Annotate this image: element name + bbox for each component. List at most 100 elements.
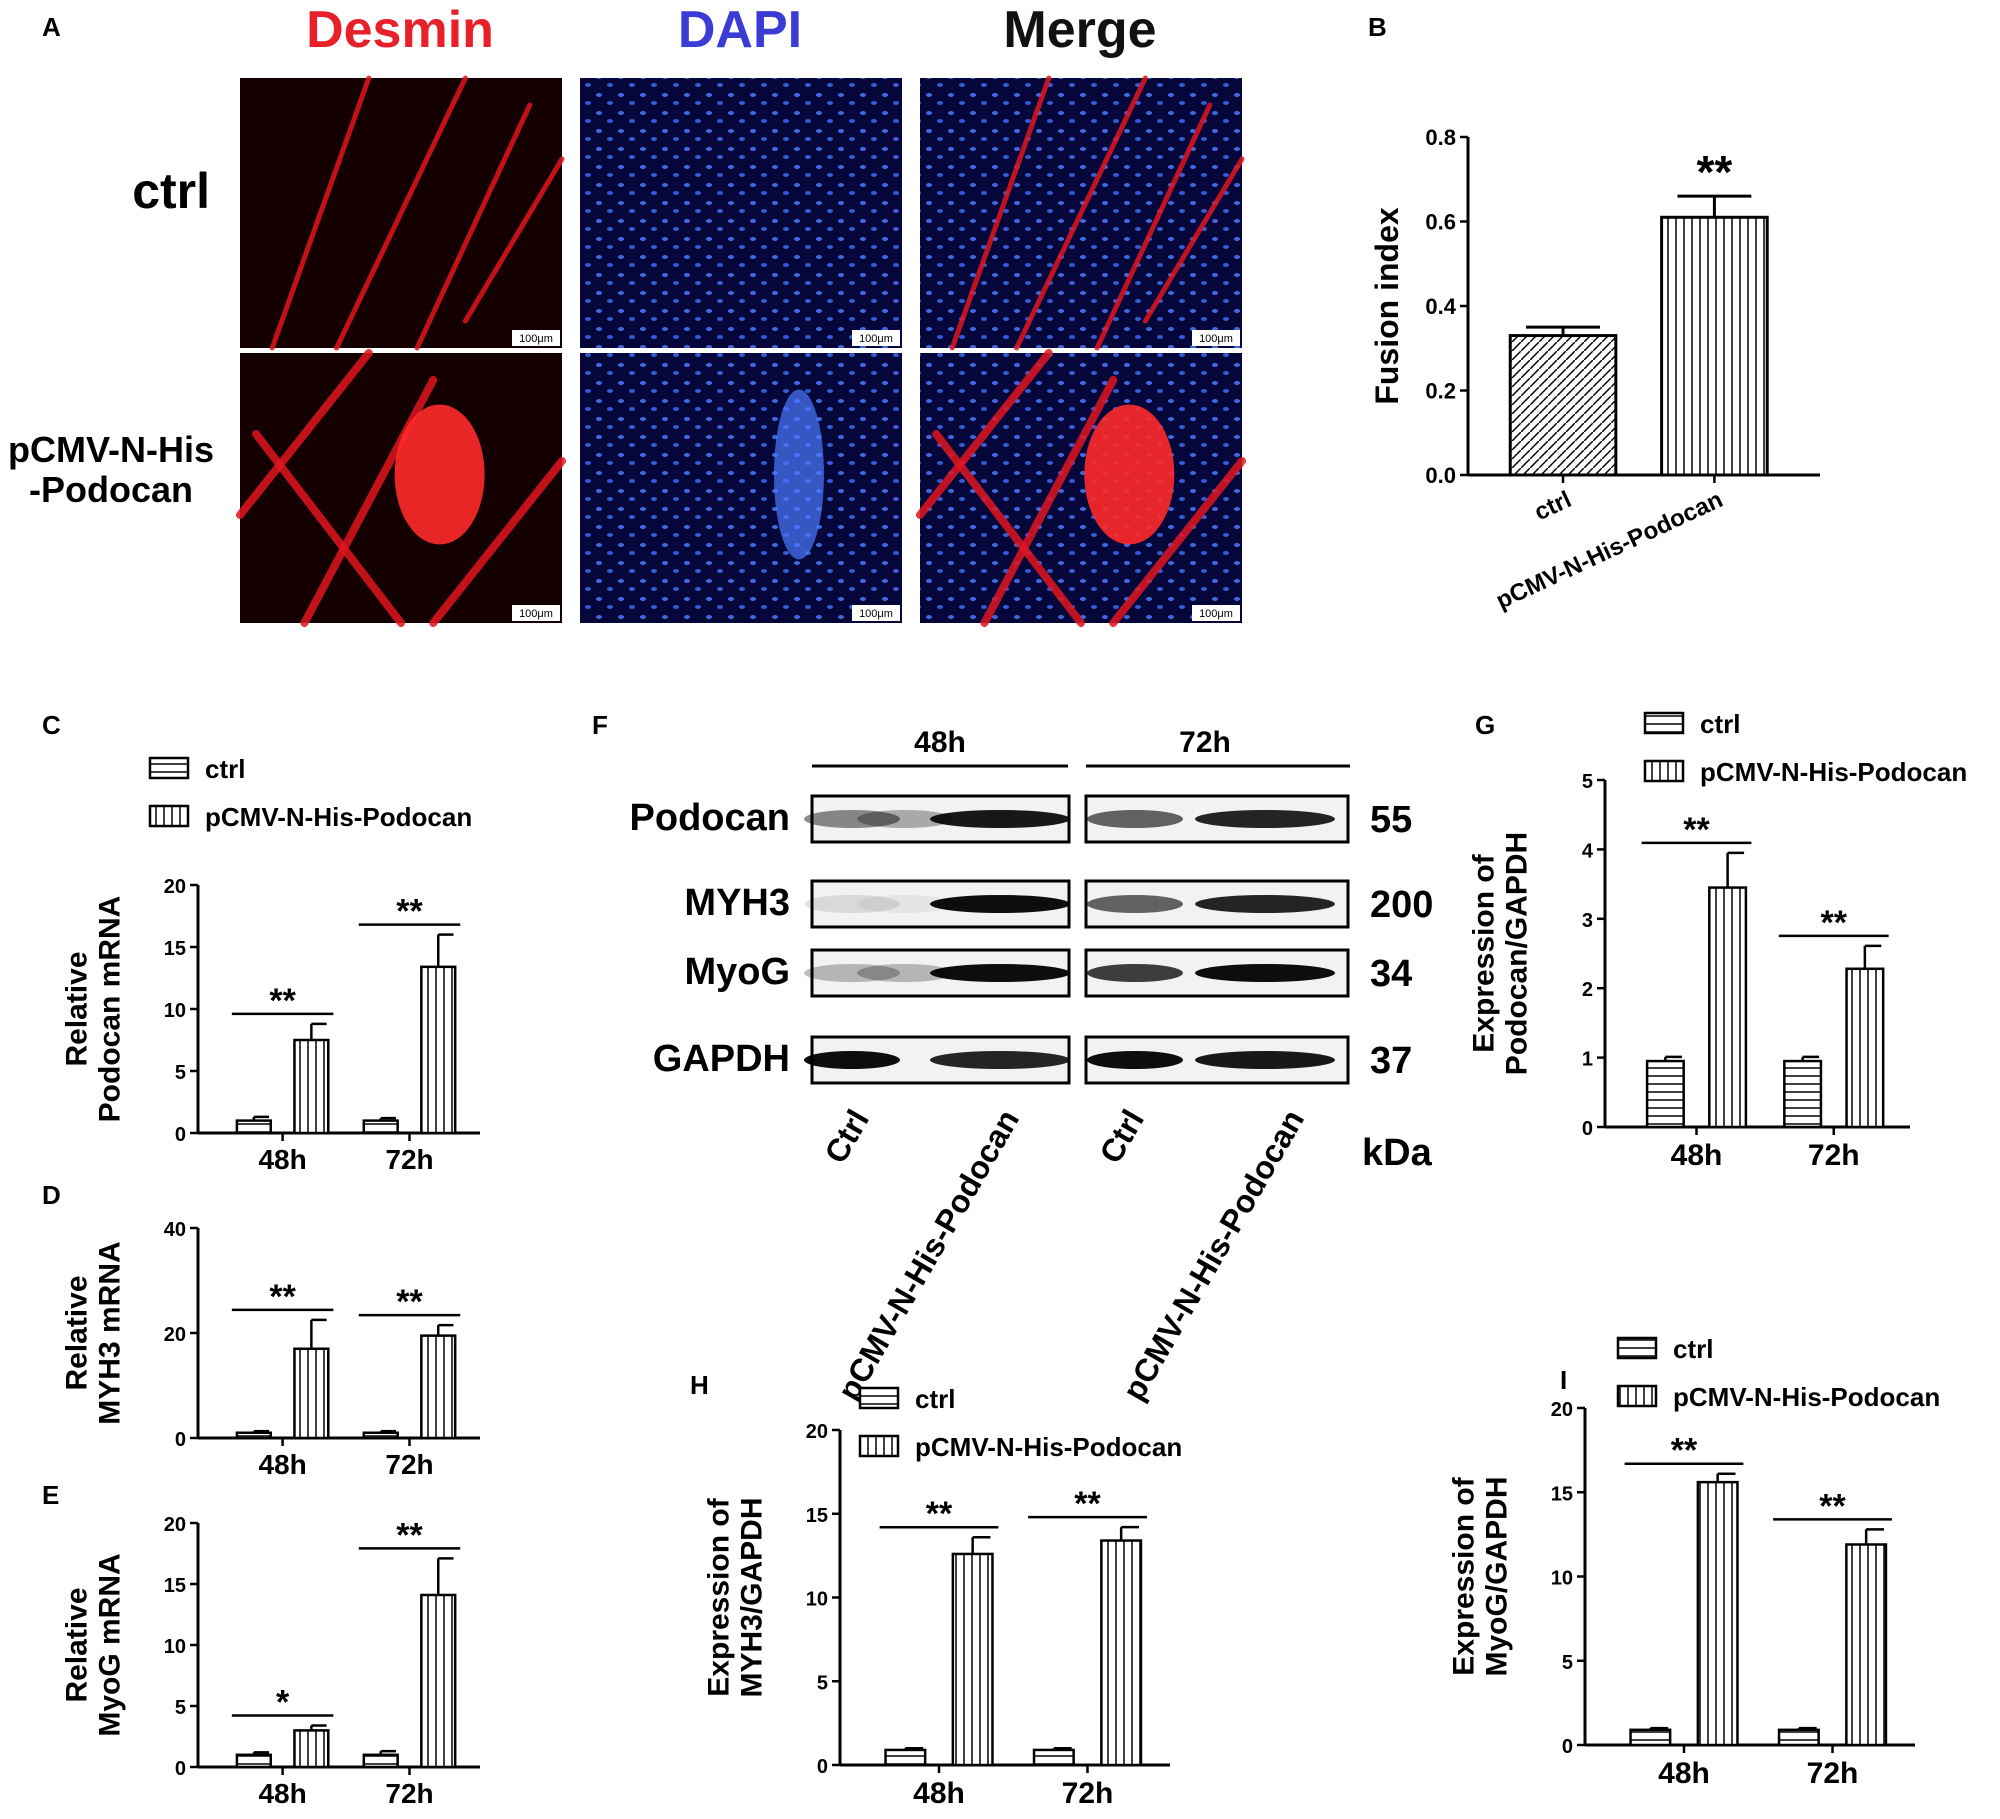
bar	[1660, 215, 1769, 477]
legend-swatch	[858, 1386, 900, 1410]
scale-bar-label: 100μm	[1199, 333, 1233, 345]
x-tick-label: 48h	[1671, 1139, 1723, 1172]
y-tick-label: 10	[1551, 1568, 1573, 1590]
nuclei-cluster	[773, 389, 824, 560]
legend-label: pCMV-N-His-Podocan	[1673, 1382, 1940, 1412]
x-tick-label: pCMV-N-His-Podocan	[1492, 486, 1727, 615]
bar	[235, 1753, 273, 1769]
y-axis-label: RelativeMyoG mRNA	[61, 1553, 127, 1736]
panel-letter-g: G	[1475, 710, 1496, 740]
micrograph-merge-ctrl: 100μm	[920, 75, 1245, 351]
legend-label: pCMV-N-His-Podocan	[205, 802, 472, 832]
y-tick-label: 5	[175, 1062, 186, 1084]
panel-letter-c: C	[42, 710, 61, 740]
bar	[951, 1552, 994, 1767]
micrograph-dapi-treated: 100μm	[580, 353, 902, 623]
bar	[1508, 334, 1618, 477]
y-tick-label: 0.2	[1425, 379, 1456, 404]
kda-marker: 34	[1370, 953, 1412, 995]
scale-bar-label: 100μm	[519, 333, 553, 345]
y-tick-label: 0	[175, 1429, 186, 1451]
legend-swatch	[858, 1434, 900, 1458]
bar	[1708, 886, 1748, 1129]
myotube	[334, 75, 468, 351]
column-label-merge: Merge	[1003, 1, 1157, 59]
y-tick-label: 0	[175, 1124, 186, 1146]
y-tick-label: 0.0	[1425, 463, 1456, 488]
significance-marker: **	[1683, 811, 1710, 849]
y-tick-label: 20	[1551, 1399, 1573, 1421]
y-tick-label: 15	[1551, 1483, 1573, 1505]
chart-g: 0 1 2 3 4 5 Expression ofPodocan/GAPDH ** 48h ** 7…	[1468, 709, 1968, 1172]
bar	[1845, 967, 1885, 1129]
myotube	[949, 75, 1052, 351]
panel-letter-b: B	[1368, 12, 1387, 42]
scale-bar-label: 100μm	[859, 333, 893, 345]
bar	[1777, 1728, 1820, 1747]
blot-band	[857, 964, 953, 982]
micrograph-desmin-ctrl: 100μm	[240, 75, 565, 351]
x-tick-label: 48h	[258, 1778, 306, 1809]
bar	[293, 1729, 330, 1769]
y-tick-label: 0	[817, 1756, 828, 1778]
y-tick-label: 20	[164, 1514, 186, 1536]
nuclei-pattern	[580, 353, 902, 623]
y-tick-label: 3	[1582, 910, 1593, 932]
y-tick-label: 5	[817, 1672, 828, 1694]
significance-marker: **	[926, 1495, 953, 1533]
panel-letter-i: I	[1560, 1365, 1568, 1395]
scale-bar-label: 100μm	[859, 608, 893, 620]
x-tick-label: ctrl	[1530, 486, 1575, 526]
nuclei-pattern	[580, 78, 902, 348]
micrograph-grid: 100μm 100μm 100μm 100μm 100μm 100μm	[236, 75, 1246, 627]
blot-band	[804, 810, 900, 828]
legend-label: ctrl	[1673, 1334, 1713, 1364]
x-tick-label: 72h	[385, 1778, 433, 1809]
scale-bar	[1192, 605, 1240, 621]
myotube	[414, 102, 533, 351]
blot-band	[1195, 1051, 1335, 1069]
significance-marker: **	[1821, 904, 1848, 942]
legend-label: ctrl	[1700, 709, 1740, 739]
bar	[1783, 1059, 1823, 1129]
x-tick-label: 72h	[1062, 1777, 1114, 1810]
bar	[235, 1431, 273, 1440]
chart-e: 0 5 10 15 20 RelativeMyoG mRNA * 48h ** 72h	[61, 1514, 480, 1809]
legend-label: pCMV-N-His-Podocan	[1700, 757, 1967, 787]
bar	[1629, 1728, 1672, 1747]
legend-swatch	[148, 804, 190, 828]
bar	[420, 965, 457, 1135]
bar	[884, 1748, 927, 1767]
kda-marker: 37	[1370, 1040, 1412, 1082]
y-tick-label: 40	[164, 1219, 186, 1241]
y-tick-label: 0	[175, 1758, 186, 1780]
myotube	[252, 430, 405, 627]
y-tick-label: 15	[164, 938, 186, 960]
myotube	[429, 457, 566, 627]
blot-band	[1087, 895, 1183, 913]
blot-band	[1087, 1051, 1183, 1069]
legend-label: ctrl	[915, 1384, 955, 1414]
blot-band	[930, 1051, 1070, 1069]
protein-label-podocan: Podocan	[630, 797, 790, 839]
kda-marker: 55	[1370, 799, 1412, 841]
kda-marker: 200	[1370, 884, 1433, 926]
myotube-cluster	[394, 404, 485, 545]
bar	[1845, 1543, 1888, 1747]
myotube	[1109, 457, 1246, 627]
bar	[362, 1753, 399, 1769]
blot-band	[804, 964, 900, 982]
y-tick-label: 5	[1582, 771, 1593, 793]
panel-letter-f: F	[592, 710, 608, 740]
protein-label-gapdh: GAPDH	[653, 1038, 790, 1080]
column-label-dapi: DAPI	[677, 1, 803, 59]
panel-letter-d: D	[42, 1180, 61, 1210]
micrograph-desmin-treated: 100μm	[236, 349, 566, 627]
y-tick-label: 0.4	[1425, 294, 1456, 319]
significance-marker: **	[1671, 1432, 1698, 1470]
blot-band	[1195, 895, 1335, 913]
blot-band	[804, 895, 900, 913]
y-tick-label: 0.6	[1425, 210, 1456, 235]
blot-band	[857, 895, 953, 913]
significance-marker: **	[1819, 1487, 1846, 1525]
